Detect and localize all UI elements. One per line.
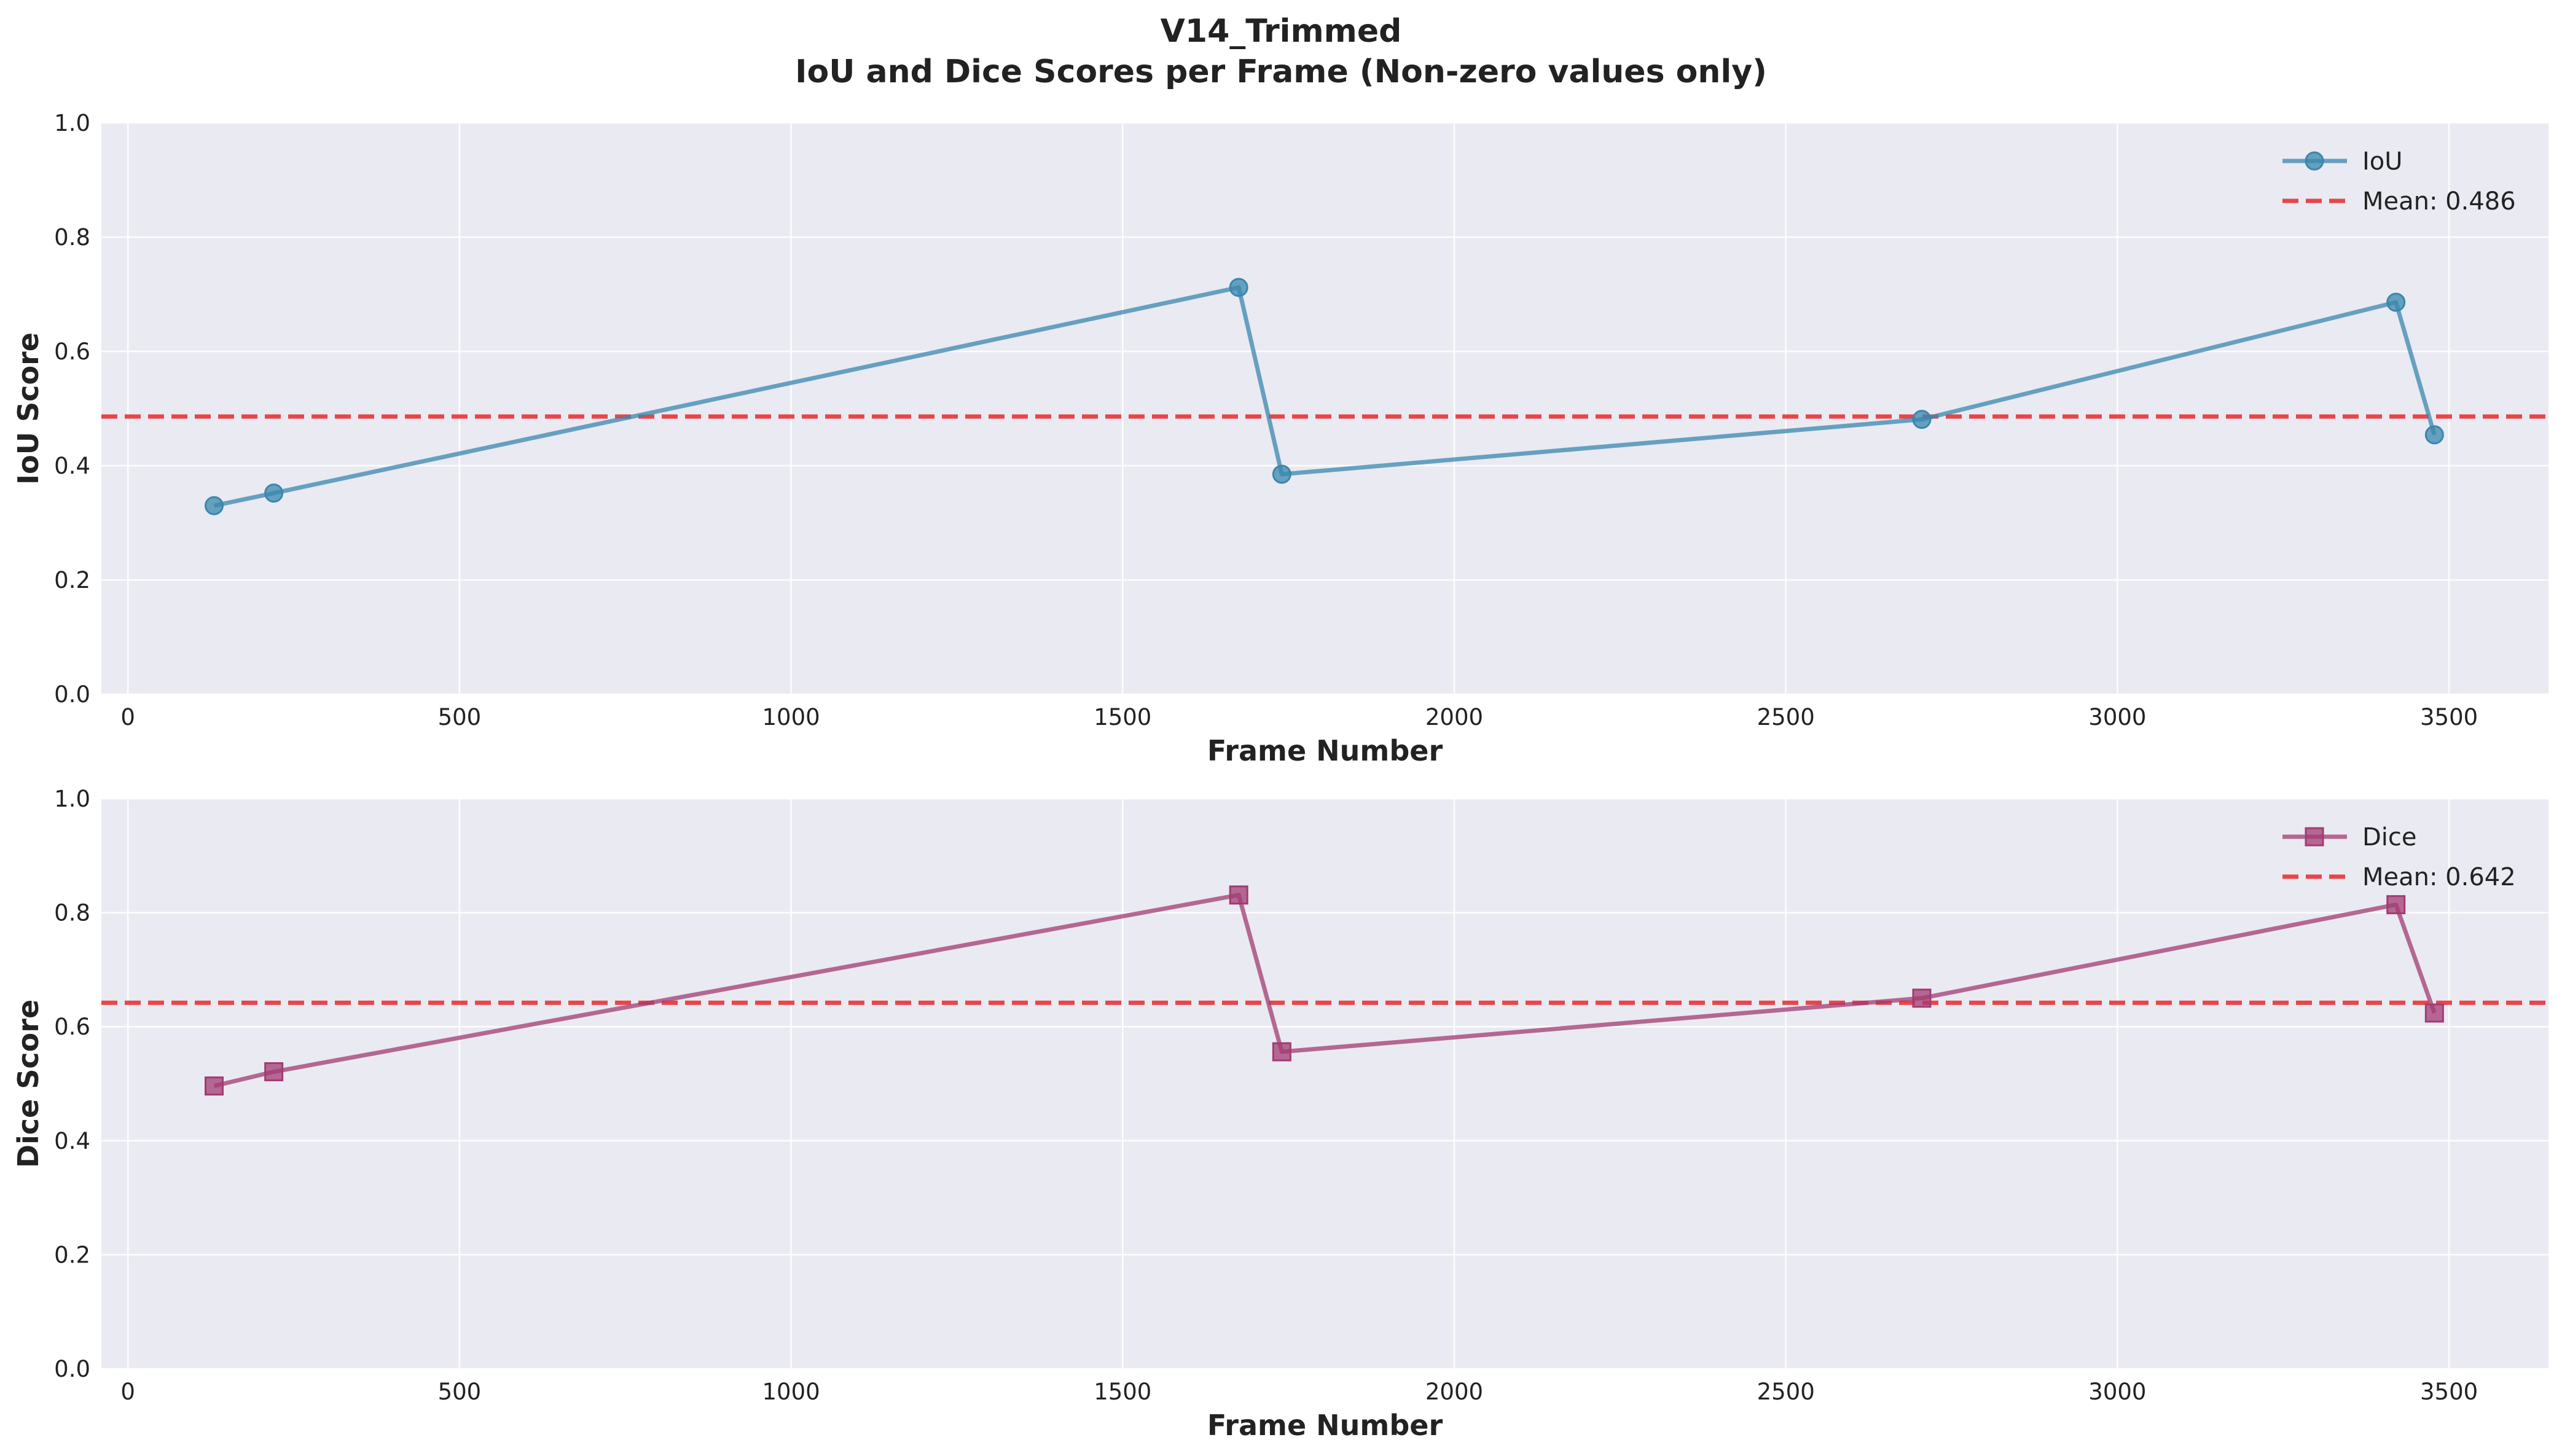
iou-y-tick-label: 0.0 [54,681,90,708]
dice-data-point [1229,885,1248,905]
iou-x-tick-label: 1000 [762,704,820,730]
dice-y-tick-label: 0.2 [54,1242,90,1268]
iou-data-point [1229,278,1248,297]
iou-x-tick-label: 2000 [1425,704,1483,730]
iou-x-tick-label: 500 [438,704,482,730]
iou-x-tick-label: 0 [120,704,135,730]
dice-data-point [204,1076,224,1096]
iou-data-point [2386,292,2406,312]
iou-legend-mean-label: Mean: 0.486 [2362,187,2516,216]
iou-legend-series-label: IoU [2362,147,2403,176]
dice-data-point [2386,895,2406,915]
iou-data-point [2424,425,2444,445]
dice-data-point [1272,1042,1291,1062]
figure-title-line2: IoU and Dice Scores per Frame (Non-zero … [795,53,1767,90]
dice-y-tick-label: 0.4 [54,1128,90,1154]
dice-legend-series-marker [2305,827,2324,847]
iou-data-point [1272,464,1291,484]
iou-x-tick-label: 2500 [1757,704,1815,730]
iou-data-point [1912,410,1932,429]
dice-data-point [1912,988,1932,1008]
iou-plot-area [101,123,2548,694]
dice-data-point [2424,1003,2444,1023]
dice-y-tick-label: 0.0 [54,1356,90,1382]
dice-x-axis-label: Frame Number [1207,1409,1443,1442]
iou-y-tick-label: 0.6 [54,339,90,365]
iou-y-tick-label: 0.2 [54,567,90,593]
dice-y-axis-label: Dice Score [12,1000,45,1168]
iou-y-tick-label: 0.8 [54,224,90,251]
dice-chart-panel: 0 500 1000 1500 2000 2500 3000 3500 0.0 0.2 0.4 0.6… [12,786,2548,1442]
dice-x-tick-label: 0 [120,1379,135,1405]
iou-x-tick-label: 3000 [2088,704,2146,730]
iou-data-point [264,483,284,503]
dice-y-tick-label: 0.8 [54,900,90,926]
dice-legend-mean-label: Mean: 0.642 [2362,863,2516,891]
figure-title-line1: V14_Trimmed [1161,13,1402,50]
dice-plot-area [101,799,2548,1369]
dice-x-tick-label: 3000 [2088,1379,2146,1405]
dice-x-tick-label: 500 [438,1379,482,1405]
iou-x-tick-label: 3500 [2420,704,2478,730]
iou-chart-panel: 0 500 1000 1500 2000 2500 3000 3500 0.0 0.2 0.4 0.6… [12,110,2548,767]
dice-x-tick-label: 2000 [1425,1379,1483,1405]
dice-x-tick-label: 3500 [2420,1379,2478,1405]
dice-x-tick-label: 1000 [762,1379,820,1405]
iou-y-tick-label: 0.4 [54,453,90,479]
iou-x-tick-label: 1500 [1094,704,1151,730]
dice-legend-series-label: Dice [2362,823,2417,851]
dice-data-point [264,1062,284,1082]
dice-y-tick-label: 0.6 [54,1014,90,1040]
iou-y-axis-label: IoU Score [12,332,45,485]
dice-x-tick-label: 2500 [1757,1379,1815,1405]
iou-legend-series-marker [2305,151,2324,171]
iou-x-axis-label: Frame Number [1207,734,1443,767]
iou-y-tick-label: 1.0 [54,110,90,136]
dice-y-tick-label: 1.0 [54,786,90,812]
dice-x-tick-label: 1500 [1094,1379,1151,1405]
iou-data-point [204,496,224,515]
